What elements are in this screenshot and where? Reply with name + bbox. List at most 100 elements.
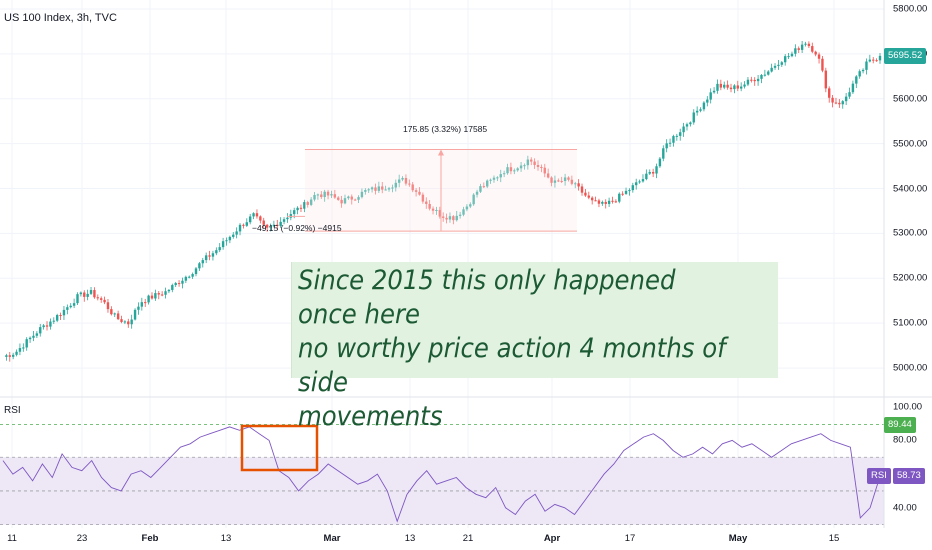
candle-body: [62, 309, 66, 316]
candle-body: [374, 187, 377, 191]
candle-body: [316, 194, 320, 196]
candle-body: [89, 290, 93, 294]
candle-body: [831, 97, 834, 103]
candle-body: [462, 209, 465, 215]
candle-body: [712, 90, 716, 93]
candle-body: [140, 302, 144, 307]
time-tick-label: 13: [404, 533, 416, 544]
candle-body: [513, 170, 516, 172]
price-candles: [5, 40, 882, 362]
candle-body: [604, 201, 607, 204]
candle-body: [719, 83, 723, 88]
rsi-line: [2, 426, 881, 523]
price-tick-label: 5500.00: [893, 138, 928, 150]
candle-body: [760, 75, 763, 79]
candle-body: [709, 92, 712, 100]
rsi-tick-label: 40.00: [893, 502, 917, 514]
candle-body: [296, 207, 299, 211]
time-tick-label: Feb: [141, 533, 159, 544]
candle-body: [157, 293, 160, 295]
candle-body: [560, 180, 563, 182]
candle-body: [631, 185, 635, 191]
candle-body: [282, 219, 286, 222]
candle-body: [570, 179, 574, 184]
time-tick-label: 21: [462, 533, 474, 544]
annotation-note[interactable]: Since 2015 this only happened once here …: [291, 262, 778, 432]
candle-body: [641, 179, 645, 182]
highlight-box: [240, 424, 319, 472]
candle-body: [177, 283, 181, 285]
candle-body: [458, 214, 462, 216]
candle-body: [662, 148, 665, 159]
candle-body: [838, 102, 841, 105]
candle-body: [384, 189, 387, 191]
candle-body: [695, 110, 699, 113]
candle-body: [11, 354, 15, 357]
candle-body: [841, 101, 844, 105]
time-tick-label: May: [728, 533, 748, 544]
annotation-text: Since 2015 this only happened once here …: [298, 265, 726, 432]
candle-body: [79, 292, 83, 295]
candle-body: [584, 192, 587, 196]
candle-body: [723, 84, 726, 88]
candle-body: [391, 187, 394, 189]
time-tick-label: 15: [828, 533, 840, 544]
candle-body: [479, 186, 482, 192]
candle-body: [255, 213, 259, 217]
candle-body: [739, 86, 743, 89]
candle-body: [767, 71, 770, 75]
candle-body: [252, 213, 255, 217]
candle-body: [797, 48, 800, 50]
candle-body: [753, 79, 756, 82]
candle-body: [489, 179, 492, 181]
candle-body: [828, 88, 831, 98]
candle-body: [811, 46, 814, 52]
candle-body: [679, 132, 682, 136]
candle-body: [144, 302, 147, 304]
candle-body: [777, 64, 780, 66]
candle-body: [76, 294, 79, 304]
candle-body: [269, 226, 272, 228]
candle-body: [208, 255, 211, 257]
candle-body: [502, 173, 506, 175]
candle-body: [790, 53, 794, 57]
candle-body: [248, 216, 252, 223]
candle-body: [320, 194, 323, 198]
candle-body: [201, 260, 204, 264]
candle-body: [574, 183, 577, 185]
candle-body: [381, 186, 384, 190]
candle-body: [387, 188, 391, 190]
candle-body: [309, 199, 313, 205]
candle-body: [221, 241, 225, 248]
candle-body: [780, 62, 784, 65]
candle-body: [875, 60, 878, 62]
candle-body: [878, 55, 882, 61]
candle-body: [303, 202, 306, 209]
candle-body: [28, 337, 32, 340]
candle-body: [66, 307, 69, 310]
rsi-band: [0, 457, 884, 525]
candle-body: [343, 198, 347, 204]
candle-body: [557, 180, 560, 182]
candle-body: [590, 197, 594, 201]
candle-body: [39, 327, 42, 334]
candle-body: [624, 190, 628, 194]
rsi-pane-label[interactable]: RSI: [4, 405, 21, 416]
candle-body: [435, 209, 438, 211]
candle-body: [106, 302, 110, 310]
candle-body: [665, 143, 668, 149]
measure-arrow-head: [438, 149, 444, 156]
candle-body: [279, 221, 282, 227]
candle-body: [397, 179, 401, 183]
candle-body: [72, 303, 76, 306]
candle-body: [834, 102, 838, 104]
symbol-title[interactable]: US 100 Index, 3h, TVC: [4, 12, 117, 24]
price-tick-label: 5200.00: [893, 272, 928, 284]
candle-body: [262, 220, 265, 225]
candle-body: [597, 200, 601, 204]
candle-body: [452, 216, 455, 221]
candle-body: [702, 102, 706, 110]
candle-body: [577, 183, 580, 187]
price-tick-label: 5400.00: [893, 183, 928, 195]
